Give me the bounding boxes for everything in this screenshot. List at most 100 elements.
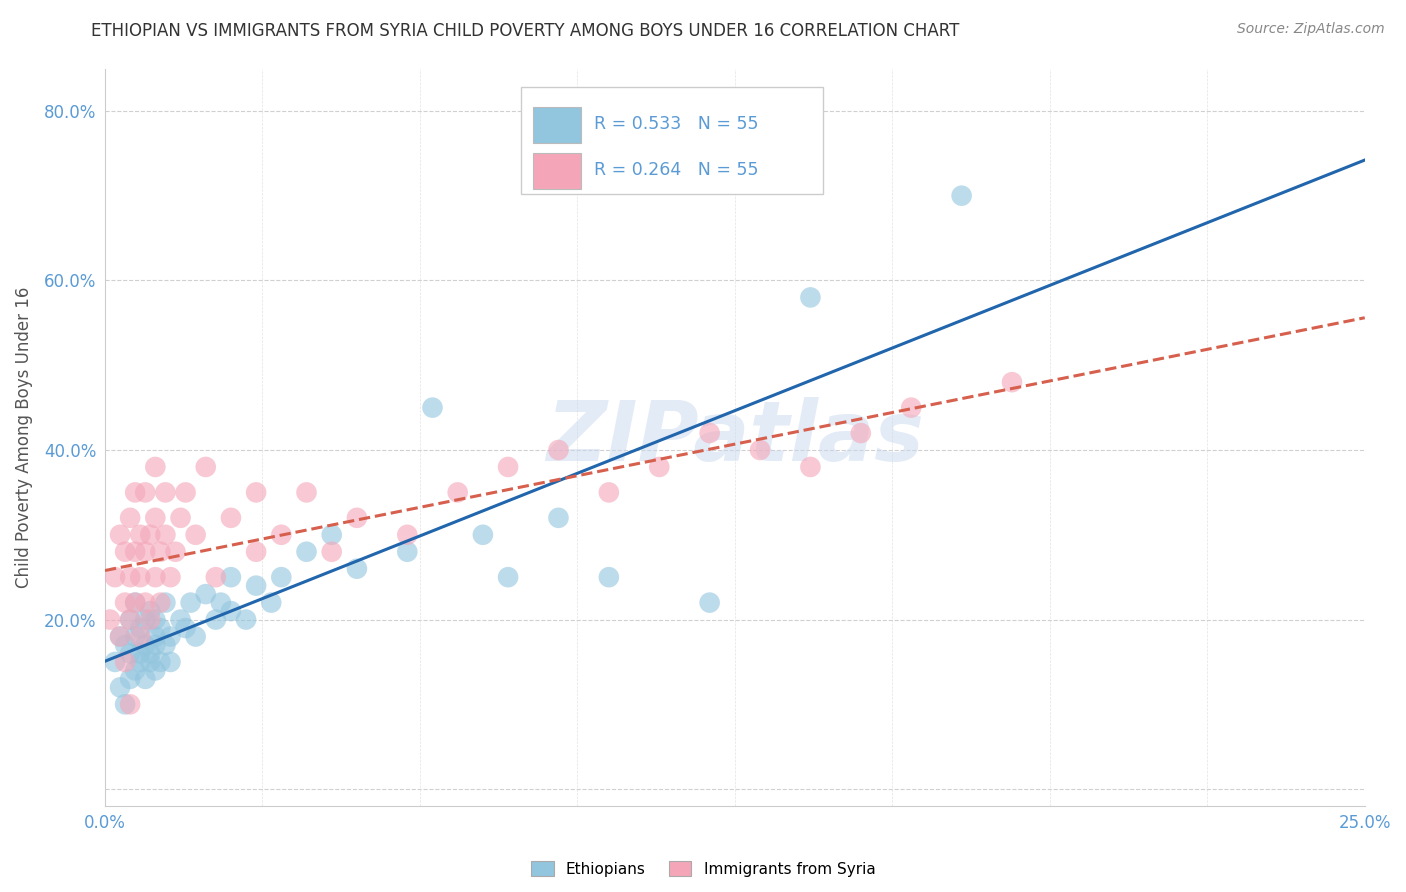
Point [169, 613, 191, 627]
Point [447, 485, 470, 500]
Point [180, 596, 202, 610]
Point [174, 485, 197, 500]
Point [149, 655, 172, 669]
Point [129, 630, 152, 644]
Point [143, 570, 166, 584]
Point [155, 596, 177, 610]
Point [134, 638, 156, 652]
FancyBboxPatch shape [533, 153, 581, 189]
Point [159, 570, 181, 584]
Point [149, 621, 172, 635]
Point [134, 485, 156, 500]
Point [799, 460, 821, 475]
Point [1001, 375, 1024, 389]
Point [104, 655, 127, 669]
Point [124, 630, 146, 644]
Point [346, 511, 368, 525]
Point [139, 655, 162, 669]
Point [108, 681, 131, 695]
Point [124, 664, 146, 678]
Point [295, 545, 318, 559]
Point [169, 511, 191, 525]
Point [129, 647, 152, 661]
Text: ETHIOPIAN VS IMMIGRANTS FROM SYRIA CHILD POVERTY AMONG BOYS UNDER 16 CORRELATION: ETHIOPIAN VS IMMIGRANTS FROM SYRIA CHILD… [91, 22, 960, 40]
Point [219, 604, 242, 618]
Point [120, 672, 142, 686]
Point [245, 545, 267, 559]
Point [143, 638, 166, 652]
Point [321, 528, 343, 542]
Point [120, 570, 142, 584]
Point [129, 655, 152, 669]
Point [124, 596, 146, 610]
Point [124, 545, 146, 559]
Point [598, 570, 620, 584]
Point [108, 630, 131, 644]
Point [108, 630, 131, 644]
Point [143, 664, 166, 678]
Point [799, 290, 821, 304]
Point [396, 545, 419, 559]
Point [134, 613, 156, 627]
Point [295, 485, 318, 500]
Point [270, 528, 292, 542]
Point [471, 528, 494, 542]
Point [114, 698, 136, 712]
Point [129, 621, 152, 635]
Point [346, 562, 368, 576]
Point [120, 647, 142, 661]
Point [209, 596, 232, 610]
Point [749, 442, 772, 457]
Point [159, 655, 181, 669]
Point [114, 655, 136, 669]
Point [204, 613, 226, 627]
Point [260, 596, 283, 610]
Point [155, 485, 177, 500]
Point [496, 460, 519, 475]
Point [422, 401, 444, 415]
Point [120, 613, 142, 627]
Point [134, 596, 156, 610]
Point [165, 545, 187, 559]
Point [124, 596, 146, 610]
Point [120, 511, 142, 525]
Point [245, 485, 267, 500]
Point [900, 401, 922, 415]
Point [547, 511, 569, 525]
Point [134, 545, 156, 559]
Point [396, 528, 419, 542]
Legend: Ethiopians, Immigrants from Syria: Ethiopians, Immigrants from Syria [523, 853, 883, 884]
Point [598, 485, 620, 500]
Point [149, 596, 172, 610]
Point [699, 596, 721, 610]
Point [139, 613, 162, 627]
Point [104, 570, 127, 584]
Point [245, 579, 267, 593]
Point [155, 528, 177, 542]
Point [235, 613, 257, 627]
Text: R = 0.533   N = 55: R = 0.533 N = 55 [593, 115, 758, 134]
Point [219, 511, 242, 525]
Point [849, 425, 872, 440]
Point [270, 570, 292, 584]
Point [129, 570, 152, 584]
Point [139, 647, 162, 661]
Point [114, 638, 136, 652]
Point [155, 638, 177, 652]
Point [184, 630, 207, 644]
Point [143, 511, 166, 525]
Point [120, 613, 142, 627]
Point [139, 604, 162, 618]
Point [194, 587, 217, 601]
Point [98, 613, 121, 627]
Point [149, 545, 172, 559]
Point [108, 528, 131, 542]
Point [143, 460, 166, 475]
Point [174, 621, 197, 635]
Point [139, 528, 162, 542]
FancyBboxPatch shape [533, 107, 581, 143]
Point [184, 528, 207, 542]
Point [134, 672, 156, 686]
Point [124, 485, 146, 500]
Point [321, 545, 343, 559]
